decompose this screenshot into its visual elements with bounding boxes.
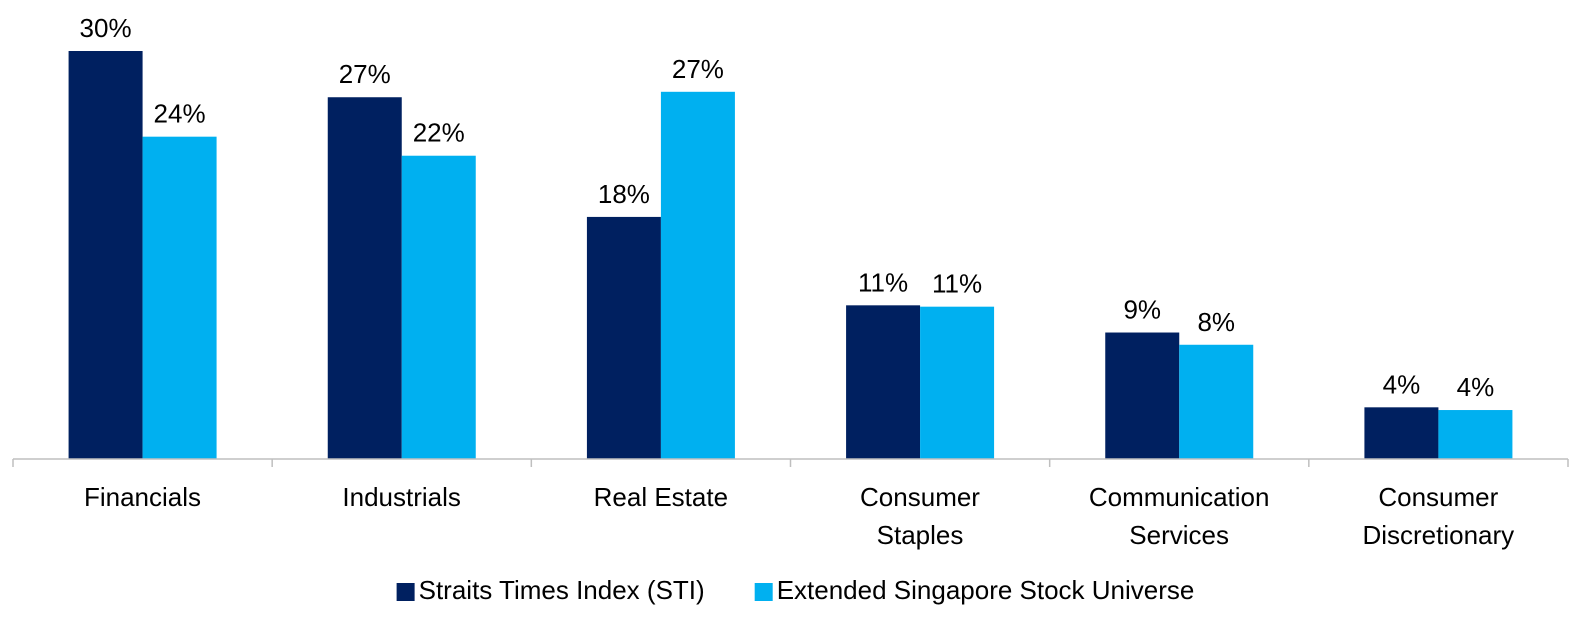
- bar: [327, 97, 402, 460]
- bar: [1438, 410, 1513, 459]
- bar: [846, 305, 921, 459]
- legend-swatch: [396, 583, 415, 601]
- bar: [68, 51, 143, 459]
- legend-label: Extended Singapore Stock Universe: [777, 575, 1195, 605]
- data-label: 24%: [154, 99, 206, 129]
- data-label: 4%: [1457, 372, 1495, 402]
- legend-label: Straits Times Index (STI): [419, 575, 705, 605]
- bar: [660, 91, 735, 460]
- data-label: 4%: [1383, 369, 1421, 399]
- bar: [1179, 344, 1254, 459]
- legend-swatch: [754, 583, 773, 601]
- data-label: 8%: [1197, 307, 1235, 337]
- x-tick-label: Financials: [83, 482, 202, 512]
- x-tick-label: Consumer Staples: [860, 482, 980, 550]
- x-tick-label: Consumer Discretionary: [1362, 482, 1515, 550]
- bar: [142, 136, 217, 459]
- data-label: 18%: [598, 179, 650, 209]
- x-tick-label: Real Estate: [593, 482, 729, 512]
- data-label: 9%: [1123, 295, 1161, 325]
- bar: [920, 306, 995, 459]
- data-label: 11%: [858, 267, 908, 297]
- x-tick-label: Communication Services: [1088, 482, 1270, 550]
- data-label: 11%: [932, 269, 982, 299]
- data-label: 27%: [339, 59, 391, 89]
- x-tick-label: Industrials: [342, 482, 461, 512]
- data-label: 27%: [672, 54, 724, 84]
- bar: [1105, 332, 1180, 459]
- data-label: 22%: [413, 118, 465, 148]
- bar: [586, 216, 661, 459]
- bar: [1364, 407, 1439, 459]
- bar: [401, 155, 476, 459]
- data-label: 30%: [80, 13, 132, 43]
